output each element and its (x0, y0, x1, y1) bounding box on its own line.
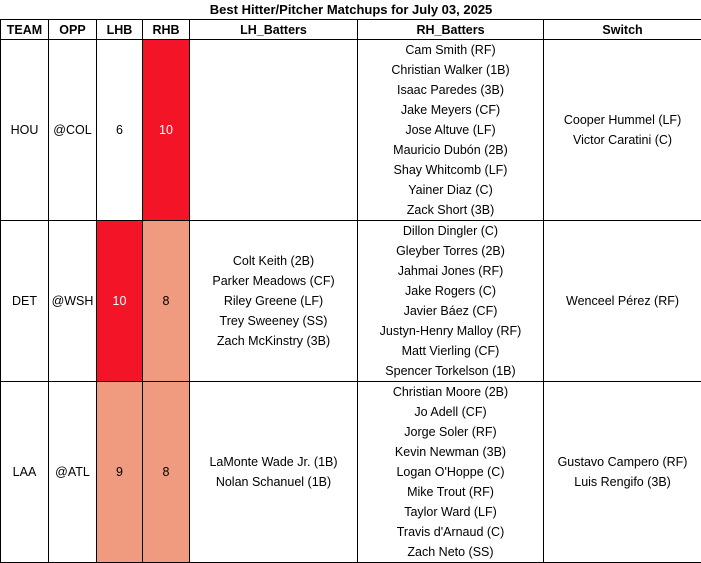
header-switch: Switch (544, 20, 701, 40)
player-name: Trey Sweeney (SS) (190, 311, 357, 331)
rhb-cell: 8 (143, 382, 190, 563)
player-name: Jose Altuve (LF) (358, 120, 543, 140)
player-name: LaMonte Wade Jr. (1B) (190, 452, 357, 472)
switch-cell: Gustavo Campero (RF)Luis Rengifo (3B) (544, 382, 701, 563)
header-rhb: RHB (143, 20, 190, 40)
team-cell: HOU (1, 40, 49, 221)
header-rh-batters: RH_Batters (358, 20, 544, 40)
player-name: Zach McKinstry (3B) (190, 331, 357, 351)
team-cell: LAA (1, 382, 49, 563)
switch-cell: Wenceel Pérez (RF) (544, 221, 701, 382)
player-name: Jahmai Jones (RF) (358, 261, 543, 281)
player-name: Colt Keith (2B) (190, 251, 357, 271)
header-lh-batters: LH_Batters (190, 20, 358, 40)
player-name: Yainer Diaz (C) (358, 180, 543, 200)
player-name: Victor Caratini (C) (544, 130, 701, 150)
player-name: Kevin Newman (3B) (358, 442, 543, 462)
lhb-cell: 6 (97, 40, 143, 221)
switch-cell: Cooper Hummel (LF)Victor Caratini (C) (544, 40, 701, 221)
player-name: Mauricio Dubón (2B) (358, 140, 543, 160)
player-name: Isaac Paredes (3B) (358, 80, 543, 100)
header-team: TEAM (1, 20, 49, 40)
player-name: Spencer Torkelson (1B) (358, 361, 543, 381)
player-name: Riley Greene (LF) (190, 291, 357, 311)
player-name: Javier Báez (CF) (358, 301, 543, 321)
rh-batters-cell: Cam Smith (RF)Christian Walker (1B)Isaac… (358, 40, 544, 221)
player-name: Nolan Schanuel (1B) (190, 472, 357, 492)
player-name: Logan O'Hoppe (C) (358, 462, 543, 482)
rh-batters-cell: Christian Moore (2B)Jo Adell (CF)Jorge S… (358, 382, 544, 563)
opp-cell: @COL (49, 40, 97, 221)
player-name: Zach Neto (SS) (358, 542, 543, 562)
lhb-cell: 9 (97, 382, 143, 563)
player-name: Dillon Dingler (C) (358, 221, 543, 241)
player-name: Cam Smith (RF) (358, 40, 543, 60)
player-name: Luis Rengifo (3B) (544, 472, 701, 492)
player-name: Travis d'Arnaud (C) (358, 522, 543, 542)
table-title: Best Hitter/Pitcher Matchups for July 03… (1, 0, 701, 20)
player-name: Jake Meyers (CF) (358, 100, 543, 120)
player-name: Christian Walker (1B) (358, 60, 543, 80)
player-name: Justyn-Henry Malloy (RF) (358, 321, 543, 341)
player-name: Parker Meadows (CF) (190, 271, 357, 291)
opp-cell: @ATL (49, 382, 97, 563)
player-name: Wenceel Pérez (RF) (544, 291, 701, 311)
rh-batters-cell: Dillon Dingler (C)Gleyber Torres (2B)Jah… (358, 221, 544, 382)
player-name: Jorge Soler (RF) (358, 422, 543, 442)
player-name: Gustavo Campero (RF) (544, 452, 701, 472)
lhb-cell: 10 (97, 221, 143, 382)
table-row: LAA @ATL 9 8 LaMonte Wade Jr. (1B)Nolan … (1, 382, 701, 563)
player-name: Gleyber Torres (2B) (358, 241, 543, 261)
player-name: Christian Moore (2B) (358, 382, 543, 402)
rhb-cell: 8 (143, 221, 190, 382)
player-name: Matt Vierling (CF) (358, 341, 543, 361)
opp-cell: @WSH (49, 221, 97, 382)
player-name: Cooper Hummel (LF) (544, 110, 701, 130)
header-lhb: LHB (97, 20, 143, 40)
player-name: Shay Whitcomb (LF) (358, 160, 543, 180)
lh-batters-cell: LaMonte Wade Jr. (1B)Nolan Schanuel (1B) (190, 382, 358, 563)
header-row: TEAM OPP LHB RHB LH_Batters RH_Batters S… (1, 20, 701, 40)
lh-batters-cell: Colt Keith (2B)Parker Meadows (CF)Riley … (190, 221, 358, 382)
rhb-cell: 10 (143, 40, 190, 221)
player-name: Taylor Ward (LF) (358, 502, 543, 522)
player-name: Jake Rogers (C) (358, 281, 543, 301)
header-opp: OPP (49, 20, 97, 40)
lh-batters-cell (190, 40, 358, 221)
team-cell: DET (1, 221, 49, 382)
table-row: DET @WSH 10 8 Colt Keith (2B)Parker Mead… (1, 221, 701, 382)
table-row: HOU @COL 6 10 Cam Smith (RF)Christian Wa… (1, 40, 701, 221)
player-name: Zack Short (3B) (358, 200, 543, 220)
player-name: Mike Trout (RF) (358, 482, 543, 502)
player-name: Jo Adell (CF) (358, 402, 543, 422)
